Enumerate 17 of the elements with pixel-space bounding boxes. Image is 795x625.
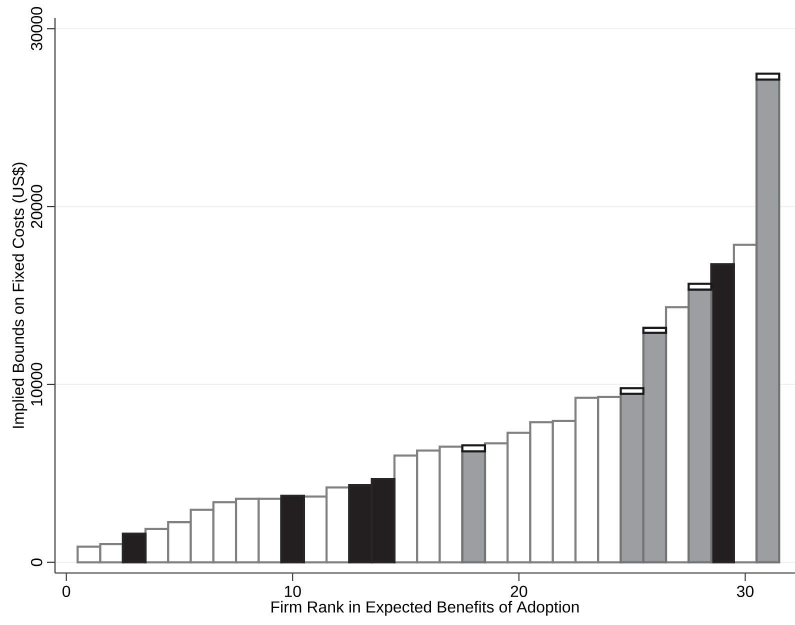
y-tick-label: 30000 — [30, 7, 42, 50]
bar — [755, 72, 780, 81]
bar — [280, 494, 306, 564]
x-tick-label: 10 — [284, 586, 301, 598]
bar — [688, 288, 712, 564]
x-axis-title: Firm Rank in Expected Benefits of Adoption — [272, 600, 579, 616]
y-tick-label: 10000 — [30, 362, 42, 406]
x-tick-label: 20 — [510, 586, 528, 598]
y-axis-title: Implied Bounds on Fixed Costs (US$) — [12, 162, 28, 428]
x-tick-label: 30 — [736, 586, 754, 598]
x-tick-label: 0 — [62, 586, 70, 598]
bar — [755, 78, 780, 564]
bar — [122, 532, 147, 564]
bar — [620, 387, 644, 395]
bar — [461, 450, 486, 564]
y-tick-label: 20000 — [30, 184, 42, 228]
y-tick-label: 0 — [30, 558, 42, 566]
